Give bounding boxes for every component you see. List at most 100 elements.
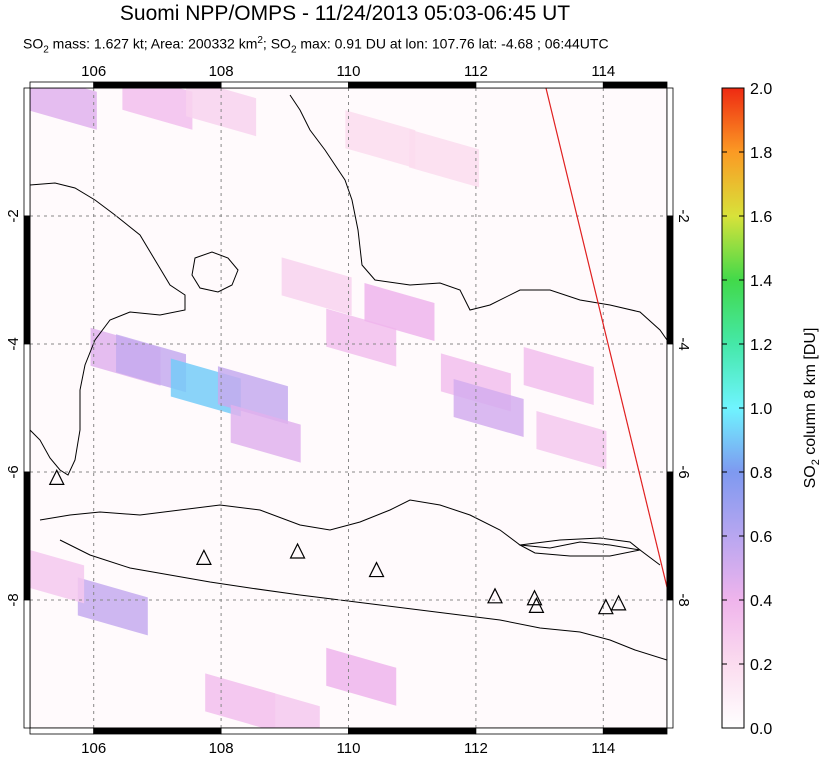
map-background: [30, 88, 667, 728]
x-tick-top-110: 110: [337, 63, 361, 80]
colorbar-label-0.6: 0.6: [750, 529, 772, 546]
coastline-layer: [30, 94, 667, 661]
frame-bar-right-3: [666, 471, 674, 601]
y-tick-right--4: -4: [675, 337, 692, 350]
so2-pixel-4: [409, 129, 480, 188]
colorbar-label-0.2: 0.2: [750, 657, 772, 674]
colorbar-label-1.0: 1.0: [750, 401, 772, 418]
volcano-markers: [48, 469, 627, 615]
x-tick-bottom-112: 112: [464, 740, 488, 757]
frame-bar-top-2: [220, 81, 349, 89]
volcano-marker-0: [48, 469, 65, 485]
y-tick-left--2: -2: [5, 209, 22, 222]
frame-bar-right-1: [666, 215, 674, 345]
so2-pixel-17: [77, 577, 148, 636]
x-tick-bottom-106: 106: [81, 740, 106, 757]
colorbar-label-1.4: 1.4: [750, 273, 772, 290]
frame-bar-top-0: [29, 81, 95, 89]
chart-subtitle: SO2 mass: 1.627 kt; Area: 200332 km2; SO…: [23, 35, 609, 55]
volcano-marker-4: [487, 587, 503, 604]
frame-bar-top-1: [93, 81, 222, 89]
frame-bar-right-0: [666, 87, 674, 217]
x-tick-top-106: 106: [81, 63, 106, 80]
frame-bar-left-1: [23, 215, 31, 345]
so2-pixel-12: [230, 404, 301, 463]
coast-sumatra: [30, 182, 186, 476]
subtitle-mass-area: mass: 1.627 kt; Area: 200332 km: [48, 35, 258, 52]
colorbar-label-0.4: 0.4: [750, 593, 772, 610]
so2-pixel-7: [364, 283, 435, 341]
so2-pixel-19: [326, 647, 397, 706]
volcano-marker-6: [528, 597, 545, 614]
x-tick-top-112: 112: [464, 63, 488, 80]
frame-bar-left-2: [23, 343, 31, 473]
volcano-marker-7: [597, 598, 614, 615]
coast-bangka: [191, 251, 239, 293]
so2-pixel-21: [249, 686, 320, 728]
frame-bar-top-3: [348, 81, 477, 89]
so2-pixel-layer: [30, 88, 607, 728]
subtitle-area-superscript: 2: [257, 35, 263, 46]
axis-tick-labels: 106 106 108 108 110 110 112 112 114 114 -2 -2 -4 -4 -6…: [5, 63, 692, 757]
y-tick-left--6: -6: [5, 465, 22, 478]
so2-pixel-9: [116, 334, 187, 393]
frame-bar-bottom-0: [29, 727, 95, 735]
so2-pixel-11: [217, 366, 288, 425]
so2-pixel-14: [453, 379, 524, 437]
x-tick-bottom-114: 114: [591, 740, 615, 757]
so2-pixel-15: [523, 347, 594, 405]
subtitle-so2-max-label: ; SO: [262, 35, 291, 52]
frame-bar-top-4: [475, 81, 604, 89]
frame-bar-bottom-1: [93, 727, 222, 735]
colorbar-label-1.8: 1.8: [750, 145, 772, 162]
y-tick-left--4: -4: [5, 337, 22, 350]
colorbar-label-0.0: 0.0: [750, 721, 772, 738]
volcano-marker-5: [526, 589, 543, 606]
frame-bar-bottom-5: [602, 727, 668, 735]
coast-java-south: [59, 539, 667, 661]
x-tick-bottom-108: 108: [209, 740, 234, 757]
subtitle-so2-max-subscript: 2: [290, 44, 297, 56]
colorbar-title: SO2 column 8 km [DU]: [802, 328, 822, 489]
grid-lines: [30, 88, 667, 728]
coast-java-north: [39, 499, 661, 566]
colorbar: SO2 column 8 km [DU] 0.0 0.2 0.4 0.6 0.8 1.0 1…: [721, 81, 822, 738]
colorbar-label-0.8: 0.8: [750, 465, 772, 482]
chart-title: Suomi NPP/OMPS - 11/24/2013 05:03-06:45 …: [119, 2, 571, 25]
so2-pixel-16: [536, 411, 607, 469]
map-frame: [23, 81, 674, 735]
frame-bar-bottom-4: [475, 727, 604, 735]
swath-edge-line: [545, 88, 667, 588]
frame-bar-right-2: [666, 343, 674, 473]
so2-pixel-2: [186, 88, 257, 137]
colorbar-label-1.6: 1.6: [750, 209, 772, 226]
frame-bar-left-0: [23, 87, 31, 217]
so2-pixel-5: [281, 257, 352, 316]
frame-bar-left-3: [23, 471, 31, 601]
so2-pixel-3: [345, 110, 416, 169]
subtitle-so2-label: SO: [23, 35, 44, 52]
colorbar-label-1.2: 1.2: [750, 337, 772, 354]
y-tick-right--6: -6: [675, 465, 692, 478]
x-tick-top-114: 114: [591, 63, 615, 80]
frame-bar-bottom-3: [348, 727, 477, 735]
y-tick-right--8: -8: [675, 593, 692, 606]
y-tick-left--8: -8: [5, 593, 22, 606]
frame-bar-bottom-2: [220, 727, 349, 735]
x-tick-top-108: 108: [209, 63, 234, 80]
y-tick-right--2: -2: [675, 209, 692, 222]
frame-bar-right-4: [666, 599, 674, 729]
so2-pixel-18: [30, 549, 85, 604]
volcano-marker-3: [368, 561, 385, 578]
so2-pixel-6: [326, 308, 397, 367]
subtitle-so2-subscript: 2: [43, 44, 49, 56]
volcano-marker-8: [610, 594, 627, 611]
coast-madura: [518, 537, 642, 557]
so2-pixel-1: [122, 88, 193, 130]
colorbar-label-2.0: 2.0: [750, 81, 772, 98]
frame-bar-top-5: [602, 81, 668, 89]
frame-bar-left-4: [23, 599, 31, 729]
coast-borneo: [289, 94, 667, 341]
subtitle-max-location: max: 0.91 DU at lon: 107.76 lat: -4.68 ;…: [296, 35, 609, 52]
